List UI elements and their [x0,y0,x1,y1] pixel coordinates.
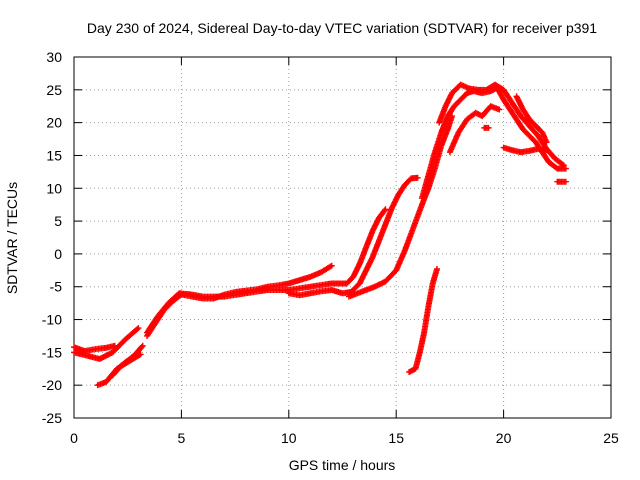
x-tick-label: 0 [70,430,78,446]
chart-title: Day 230 of 2024, Sidereal Day-to-day VTE… [87,20,597,36]
series-track-h [345,113,456,300]
data-point [135,325,142,332]
data-point [382,206,389,213]
series-track-a [71,342,118,355]
y-tick-label: -25 [42,410,62,426]
series-track-g [285,174,421,299]
data-point [560,162,567,169]
series-track-p [481,124,492,131]
y-tick-label: 25 [46,82,62,98]
y-tick-labels: -25 -20 -15 -10 -5 0 5 10 15 20 25 30 [42,49,62,426]
x-tick-label: 15 [388,430,404,446]
data-point [562,165,569,172]
x-axis-label: GPS time / hours [289,457,396,473]
y-tick-label: 20 [46,115,62,131]
series-track-f [144,206,389,336]
series-track-j [436,81,567,169]
y-tick-label: -5 [50,279,63,295]
y-tick-label: -15 [42,344,62,360]
data-layer [71,81,569,389]
y-tick-label: -20 [42,377,62,393]
y-tick-label: 30 [46,49,62,65]
x-tick-label: 5 [178,430,186,446]
data-point [562,178,569,185]
x-tick-label: 25 [603,430,619,446]
y-tick-label: 0 [54,246,62,262]
y-tick-label: 15 [46,147,62,163]
y-axis-label: SDTVAR / TECUs [4,182,20,294]
series-track-n [406,266,441,376]
data-point [543,147,550,154]
data-point [381,207,388,214]
data-point [485,124,492,131]
x-tick-labels: 0 5 10 15 20 25 [70,430,619,446]
grid-layer [74,57,611,418]
data-point [496,106,503,113]
data-point [139,342,146,349]
series-track-b [71,325,142,362]
data-point [134,326,141,333]
x-tick-label: 20 [496,430,512,446]
tick-layer [73,56,612,419]
y-tick-label: 5 [54,213,62,229]
data-point [543,139,550,146]
plot-frame [73,56,612,419]
data-point [434,266,441,273]
data-point [138,343,145,350]
series-track-m [500,144,550,156]
x-tick-label: 10 [281,430,297,446]
data-point [328,262,335,269]
data-point [559,161,566,168]
y-tick-label: 10 [46,180,62,196]
series-track-l [513,93,550,146]
series-track-d [109,342,146,379]
series-track-k [446,103,503,156]
data-point [414,174,421,181]
y-tick-label: -10 [42,312,62,328]
series-track-o [554,178,569,185]
data-point [137,351,144,358]
